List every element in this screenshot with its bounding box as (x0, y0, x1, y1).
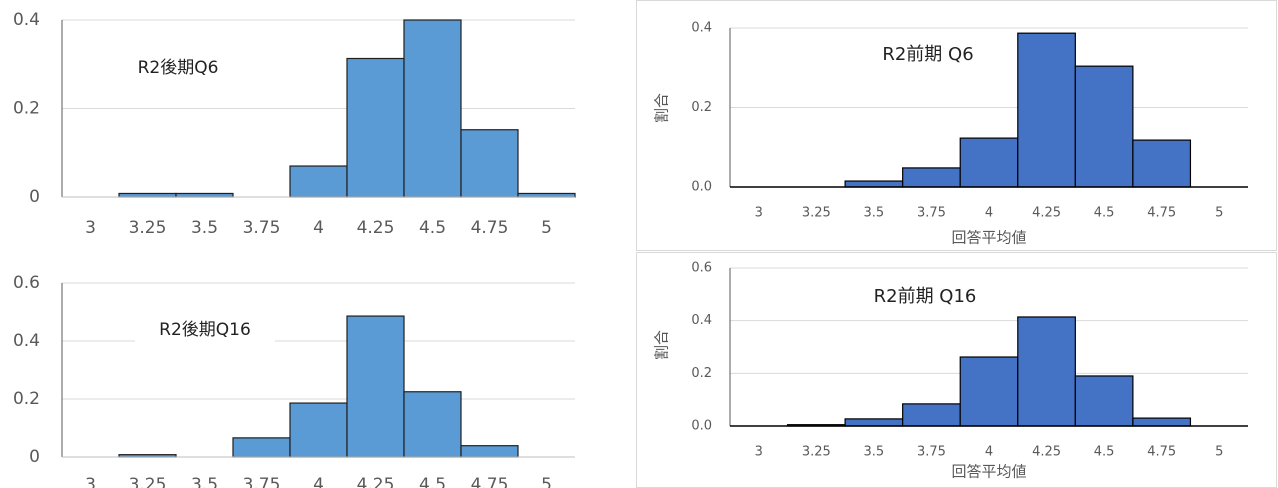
x-axis-title: 回答平均値 (951, 463, 1026, 481)
bar (517, 192, 576, 198)
bar (289, 402, 348, 458)
y-tick-label: 0.2 (691, 100, 712, 115)
bar (902, 403, 961, 427)
bar (232, 437, 291, 458)
x-tick-label: 3 (755, 445, 763, 460)
bar (403, 19, 462, 198)
y-tick-label: 0.2 (13, 389, 40, 409)
bar (1132, 417, 1192, 427)
x-tick-label: 4.5 (419, 218, 446, 238)
title-bg (108, 52, 248, 84)
x-tick-label: 3.5 (191, 218, 218, 238)
y-tick-label: 0.4 (13, 331, 40, 351)
x-tick-label: 3 (85, 475, 96, 488)
y-tick-label: 0 (29, 187, 40, 207)
y-tick-label: 0.6 (691, 261, 712, 276)
chart-title: R2前期 Q16 (874, 286, 977, 307)
bar (460, 129, 519, 198)
x-tick-label: 5 (541, 475, 552, 488)
x-tick-label: 5 (1215, 206, 1223, 221)
x-tick-label: 4.5 (1094, 206, 1115, 221)
x-tick-label: 3.25 (802, 206, 831, 221)
bar (844, 180, 904, 188)
x-tick-label: 4.75 (471, 475, 509, 488)
y-tick-label: 0.4 (13, 10, 40, 30)
chart-title: R2後期Q16 (159, 320, 251, 340)
chart-title: R2後期Q6 (138, 58, 219, 78)
x-tick-label: 3.75 (917, 206, 946, 221)
x-tick-label: 4.5 (1094, 445, 1115, 460)
y-tick-label: 0.2 (13, 99, 40, 119)
y-tick-label: 0.4 (691, 21, 712, 36)
x-tick-label: 3.75 (917, 445, 946, 460)
x-tick-label: 3.5 (864, 206, 885, 221)
x-tick-label: 4.75 (1147, 445, 1176, 460)
bar (403, 391, 462, 458)
y-axis-title: 割合 (653, 93, 671, 123)
x-tick-label: 4.25 (357, 475, 395, 488)
bar (346, 315, 405, 458)
x-tick-label: 3.5 (864, 445, 885, 460)
y-axis-title: 割合 (653, 330, 671, 360)
x-tick-label: 3.75 (243, 475, 281, 488)
y-tick-label: 0 (29, 447, 40, 467)
x-tick-label: 3.75 (243, 218, 281, 238)
bar (346, 57, 405, 198)
bar (1017, 316, 1076, 427)
x-tick-label: 3.25 (129, 218, 167, 238)
bar (175, 192, 234, 198)
x-tick-label: 3 (755, 206, 763, 221)
bar (1017, 32, 1076, 188)
x-tick-label: 4.75 (1147, 206, 1176, 221)
x-tick-label: 4 (985, 206, 993, 221)
x-tick-label: 4 (313, 475, 324, 488)
bar (959, 137, 1019, 188)
chart-title: R2前期 Q6 (882, 44, 973, 65)
x-tick-label: 4.75 (471, 218, 509, 238)
x-tick-label: 4.5 (419, 475, 446, 488)
x-tick-label: 3.25 (129, 475, 167, 488)
bar (1074, 375, 1134, 427)
bar (1132, 139, 1192, 188)
x-tick-label: 3.25 (802, 445, 831, 460)
y-tick-label: 0.0 (691, 419, 712, 434)
y-tick-label: 0.0 (691, 180, 712, 195)
x-tick-label: 4.25 (1032, 206, 1061, 221)
x-tick-label: 4 (985, 445, 993, 460)
y-tick-label: 0.2 (691, 366, 712, 381)
bar (118, 192, 177, 198)
bar (902, 167, 961, 188)
x-tick-label: 5 (1215, 445, 1223, 460)
x-tick-label: 4.25 (357, 218, 395, 238)
x-tick-label: 4 (313, 218, 324, 238)
title-bg (135, 314, 275, 346)
y-tick-label: 0.6 (13, 273, 40, 293)
panel-border (636, 0, 1277, 251)
bar (460, 445, 519, 458)
bar (844, 418, 904, 427)
bar (289, 165, 348, 198)
bar (1074, 65, 1134, 188)
x-tick-label: 5 (541, 218, 552, 238)
x-tick-label: 3.5 (191, 475, 218, 488)
bar (959, 356, 1019, 427)
x-tick-label: 4.25 (1032, 445, 1061, 460)
y-tick-label: 0.4 (691, 313, 712, 328)
x-tick-label: 3 (85, 218, 96, 238)
x-axis-title: 回答平均値 (951, 229, 1026, 247)
